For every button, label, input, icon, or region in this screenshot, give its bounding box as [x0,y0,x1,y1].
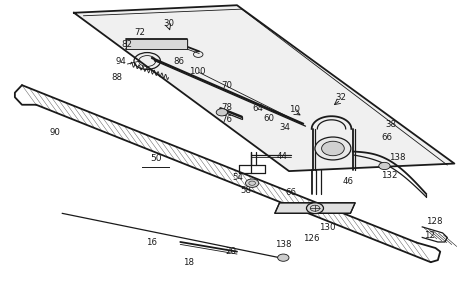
Text: 30: 30 [163,19,174,28]
Text: 58: 58 [240,186,251,195]
Circle shape [315,137,351,160]
Text: 86: 86 [174,57,185,65]
Text: 46: 46 [343,177,354,186]
Text: 64: 64 [253,104,264,113]
Text: 100: 100 [189,67,205,76]
Text: 44: 44 [276,152,287,161]
Text: 66: 66 [382,133,393,142]
Text: 50: 50 [150,154,162,163]
Text: 20: 20 [226,247,237,256]
Text: 82: 82 [122,40,133,49]
Text: 130: 130 [319,223,336,232]
Polygon shape [275,203,355,213]
Circle shape [321,141,344,156]
Text: 138: 138 [275,240,292,249]
Text: 88: 88 [111,73,122,82]
Text: 90: 90 [50,128,61,137]
Text: 94: 94 [116,57,127,65]
Polygon shape [74,5,455,171]
Text: 132: 132 [381,171,397,179]
Text: 76: 76 [221,115,232,124]
Text: 34: 34 [280,124,291,132]
Text: 70: 70 [221,81,232,90]
Polygon shape [126,39,187,49]
Text: 12: 12 [424,231,435,241]
Text: 66: 66 [286,188,297,197]
Circle shape [278,254,289,261]
Text: 72: 72 [135,28,146,37]
Circle shape [379,162,390,170]
Text: 38: 38 [385,120,396,129]
Circle shape [216,109,228,116]
Text: 16: 16 [146,238,157,247]
Text: 60: 60 [264,115,274,123]
Circle shape [246,179,259,187]
Text: 78: 78 [221,103,232,112]
Text: 138: 138 [390,153,406,162]
Circle shape [307,203,323,214]
Text: 32: 32 [336,93,346,102]
Text: 54: 54 [232,173,244,181]
Text: 10: 10 [289,105,300,114]
Text: 18: 18 [183,258,194,267]
Text: 126: 126 [303,234,320,243]
Text: 128: 128 [426,217,443,226]
